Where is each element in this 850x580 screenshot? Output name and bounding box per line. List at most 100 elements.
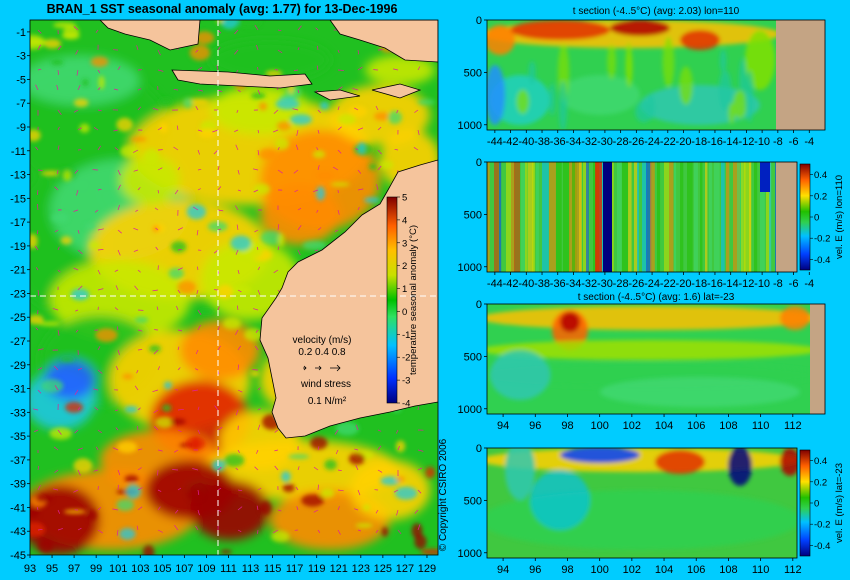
- sst-region: [350, 460, 430, 520]
- map-x-tick-label: 95: [46, 563, 58, 575]
- velocity-arrow: [337, 49, 340, 53]
- velocity-arrow: [216, 65, 219, 71]
- velocity-arrow: [273, 269, 279, 274]
- velocity-arrow: [414, 109, 419, 113]
- sst-eddy: [244, 328, 263, 342]
- velocity-arrow: [317, 109, 321, 113]
- section-patch: [487, 25, 515, 55]
- velocity-arrow: [137, 349, 143, 351]
- sst-eddy: [89, 240, 101, 250]
- section-x-tick-label: -38: [534, 136, 550, 148]
- section-x-tick-label: -16: [707, 136, 723, 148]
- sst-eddy: [163, 381, 172, 390]
- velocity-arrow: [337, 489, 344, 492]
- velocity-arrow: [76, 69, 79, 76]
- velocity-arrow: [277, 49, 283, 54]
- vel-column: [760, 162, 770, 192]
- sst-eddy: [152, 225, 159, 233]
- wind-legend-title: wind stress: [300, 379, 351, 390]
- velocity-arrow: [77, 249, 83, 255]
- vel-column: [617, 162, 622, 272]
- vel-column: [657, 162, 661, 272]
- velocity-arrow: [217, 89, 223, 93]
- velocity-arrow: [97, 369, 103, 374]
- sst-eddy: [125, 484, 141, 499]
- section-patch: [600, 377, 800, 407]
- vel-column: [583, 162, 588, 272]
- velocity-arrow: [357, 206, 360, 211]
- velocity-arrow: [115, 427, 119, 431]
- section-x-tick-label: -8: [773, 278, 783, 290]
- velocity-arrow: [313, 509, 319, 513]
- velocity-arrow: [192, 389, 199, 392]
- sst-eddy: [30, 522, 46, 538]
- velocity-arrow: [37, 485, 41, 491]
- vel-column: [714, 162, 720, 272]
- velocity-arrow: [396, 109, 399, 114]
- section-x-tick-label: -18: [691, 136, 707, 148]
- velocity-arrow: [354, 508, 359, 511]
- velocity-arrow: [257, 529, 259, 534]
- map-y-tick-label: -41: [10, 502, 26, 514]
- section-patch: [487, 65, 505, 125]
- sst-eddy: [381, 527, 389, 537]
- section-x-tick-label: -4: [804, 136, 814, 148]
- sst-eddy: [396, 476, 405, 482]
- velocity-arrow: [173, 88, 179, 91]
- vel-column: [563, 162, 570, 272]
- velocity-arrow: [413, 147, 419, 151]
- velocity-arrow: [196, 229, 199, 236]
- section-patch: [733, 90, 747, 119]
- vel-colorbar-tick-label: 0.4: [814, 170, 827, 181]
- velocity-arrow: [417, 449, 424, 452]
- velocity-arrow: [397, 529, 402, 535]
- velocity-arrow: [274, 449, 279, 452]
- velocity-arrow: [73, 209, 79, 212]
- sst-eddy: [51, 212, 69, 223]
- velocity-arrow: [417, 489, 422, 494]
- velocity-arrow: [177, 267, 183, 271]
- velocity-arrow: [97, 346, 101, 351]
- section-patch: [560, 312, 580, 332]
- vel-column: [669, 162, 674, 272]
- velocity-arrow: [157, 127, 162, 131]
- vel-column: [642, 162, 647, 272]
- sst-eddy: [30, 38, 48, 45]
- t-section-lon-panel: t section (-4..5°C) (avg: 2.03) lon=110 …: [458, 6, 826, 148]
- section-x-tick-label: 102: [623, 564, 641, 576]
- colorbar-tick-label: -1: [402, 330, 410, 341]
- velocity-arrow: [57, 329, 60, 336]
- sst-eddy: [51, 59, 64, 66]
- section-x-tick-label: 106: [687, 564, 705, 576]
- velocity-arrow: [112, 447, 119, 451]
- velocity-arrow: [177, 249, 182, 251]
- velocity-arrow: [197, 67, 203, 71]
- map-y-tick-label: -15: [10, 193, 26, 205]
- velocity-arrow: [334, 429, 339, 435]
- velocity-arrow: [177, 329, 183, 332]
- map-y-tick-label: -33: [10, 407, 26, 419]
- wind-legend-value: 0.1 N/m²: [308, 396, 347, 407]
- velocity-arrow: [274, 429, 279, 433]
- sst-eddy: [73, 98, 89, 108]
- velocity-arrow: [376, 184, 379, 191]
- velocity-arrow: [195, 349, 199, 355]
- sst-eddy: [130, 136, 147, 142]
- section-patch: [490, 350, 550, 400]
- sst-eddy: [73, 458, 93, 473]
- vel-column: [572, 162, 577, 272]
- section-x-tick-label: -34: [566, 278, 582, 290]
- velocity-arrow: [317, 129, 320, 134]
- velocity-arrow: [37, 44, 41, 51]
- section-x-tick-label: 110: [752, 564, 770, 576]
- section-x-tick-label: 100: [590, 564, 608, 576]
- velocity-arrow: [196, 289, 199, 295]
- vel-column: [556, 162, 562, 272]
- velocity-arrow: [254, 24, 259, 31]
- colorbar-tick-label: -4: [402, 399, 410, 410]
- sst-eddy: [90, 56, 109, 68]
- section-patch: [719, 49, 727, 73]
- vel-column: [514, 162, 520, 272]
- velocity-arrow: [93, 469, 99, 472]
- velocity-arrow: [217, 46, 221, 51]
